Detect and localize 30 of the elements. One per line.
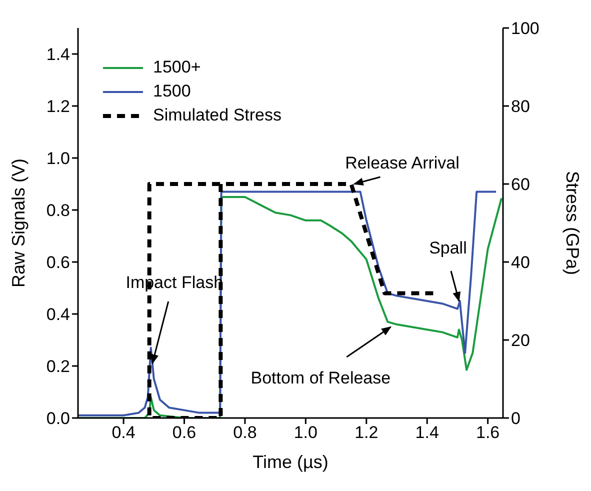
x-tick-label: 1.4 [415,423,439,442]
y-tick-label: 0.6 [46,253,70,272]
y-tick-label: 0.8 [46,201,70,220]
x-tick-label: 1.2 [354,423,378,442]
y-tick-label: 1.0 [46,149,70,168]
y-tick-label: 0.2 [46,357,70,376]
y-tick-label: 0.0 [46,409,70,428]
y2-tick-label: 20 [511,331,530,350]
y2-tick-label: 40 [511,253,530,272]
y-tick-label: 1.2 [46,97,70,116]
y2-tick-label: 0 [511,409,520,428]
y2-tick-label: 60 [511,175,530,194]
legend-label: 1500 [153,81,191,100]
x-tick-label: 0.8 [233,423,257,442]
legend-label: 1500+ [153,57,201,76]
y2-tick-label: 80 [511,97,530,116]
x-axis-title: Time (µs) [252,452,328,472]
y-tick-label: 0.4 [46,305,70,324]
y2-axis-title: Stress (GPa) [562,170,583,276]
x-tick-label: 1.0 [294,423,318,442]
y-tick-label: 1.4 [46,45,70,64]
x-tick-label: 0.6 [172,423,196,442]
y-axis-title: Raw Signals (V) [8,158,28,288]
x-tick-label: 1.6 [476,423,500,442]
annotation: Bottom of Release [250,368,391,388]
x-tick-label: 0.4 [112,423,136,442]
annotation: Spall [429,238,467,258]
legend-label: Simulated Stress [153,105,282,124]
y2-tick-label: 100 [511,19,540,38]
annotation: Release Arrival [345,153,460,172]
